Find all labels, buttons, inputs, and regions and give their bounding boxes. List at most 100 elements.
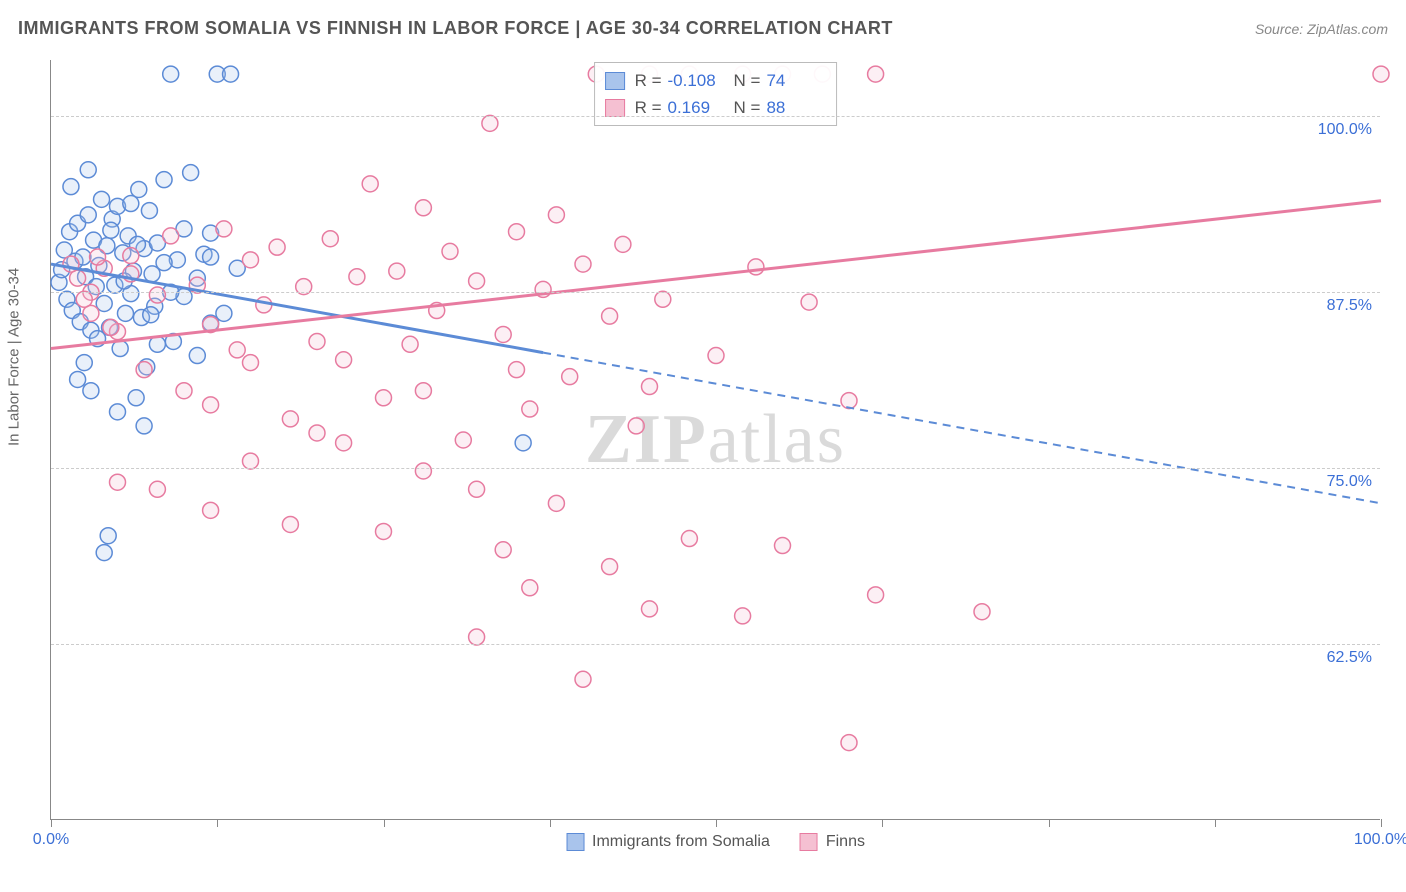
scatter-point [389, 263, 405, 279]
legend-swatch-somalia [566, 833, 584, 851]
gridline [51, 116, 1380, 117]
scatter-point [80, 162, 96, 178]
r-value-finns: 0.169 [668, 94, 728, 121]
scatter-point [149, 287, 165, 303]
scatter-point [136, 418, 152, 434]
scatter-point [76, 355, 92, 371]
n-label: N = [734, 67, 761, 94]
scatter-point [336, 435, 352, 451]
scatter-point [1373, 66, 1389, 82]
x-tick [716, 819, 717, 827]
x-tick [1381, 819, 1382, 827]
x-tick [384, 819, 385, 827]
n-label: N = [734, 94, 761, 121]
scatter-point [96, 545, 112, 561]
scatter-point [309, 333, 325, 349]
scatter-point [63, 179, 79, 195]
scatter-point [562, 369, 578, 385]
scatter-point [256, 297, 272, 313]
x-tick [1049, 819, 1050, 827]
plot-area: ZIPatlas R = -0.108 N = 74 R = 0.169 N =… [50, 60, 1380, 820]
scatter-point [110, 404, 126, 420]
trend-line [51, 201, 1381, 349]
legend-item-somalia: Immigrants from Somalia [566, 833, 770, 851]
y-axis-label: In Labor Force | Age 30-34 [6, 268, 23, 446]
scatter-point [642, 601, 658, 617]
scatter-point [103, 222, 119, 238]
scatter-point [141, 203, 157, 219]
x-tick [217, 819, 218, 827]
legend-label-somalia: Immigrants from Somalia [592, 833, 770, 851]
scatter-point [216, 305, 232, 321]
scatter-point [322, 231, 338, 247]
scatter-point [123, 248, 139, 264]
scatter-svg [51, 60, 1380, 819]
scatter-point [801, 294, 817, 310]
scatter-point [415, 200, 431, 216]
gridline [51, 644, 1380, 645]
legend-swatch-finns [800, 833, 818, 851]
scatter-point [548, 495, 564, 511]
scatter-point [575, 256, 591, 272]
x-tick-label: 0.0% [33, 831, 69, 849]
x-tick [550, 819, 551, 827]
scatter-point [203, 249, 219, 265]
y-tick-label: 100.0% [1318, 121, 1372, 139]
r-label: R = [635, 67, 662, 94]
scatter-point [522, 580, 538, 596]
scatter-point [176, 383, 192, 399]
trend-line-dashed [543, 353, 1381, 504]
scatter-point [136, 362, 152, 378]
y-tick-label: 62.5% [1327, 649, 1372, 667]
scatter-point [515, 435, 531, 451]
scatter-point [223, 66, 239, 82]
correlation-row-finns: R = 0.169 N = 88 [605, 94, 827, 121]
scatter-point [841, 393, 857, 409]
scatter-point [282, 411, 298, 427]
scatter-point [149, 481, 165, 497]
scatter-point [735, 608, 751, 624]
scatter-point [681, 531, 697, 547]
scatter-point [128, 390, 144, 406]
scatter-point [495, 326, 511, 342]
scatter-point [83, 383, 99, 399]
scatter-point [243, 355, 259, 371]
scatter-point [469, 629, 485, 645]
n-value-somalia: 74 [766, 67, 826, 94]
source-label: Source: ZipAtlas.com [1255, 21, 1388, 37]
scatter-point [156, 255, 172, 271]
bottom-legend: Immigrants from Somalia Finns [566, 833, 865, 851]
scatter-point [156, 172, 172, 188]
scatter-point [868, 587, 884, 603]
gridline [51, 468, 1380, 469]
scatter-point [123, 196, 139, 212]
scatter-point [80, 207, 96, 223]
scatter-point [509, 362, 525, 378]
scatter-point [163, 66, 179, 82]
scatter-point [70, 371, 86, 387]
scatter-point [117, 305, 133, 321]
x-tick [1215, 819, 1216, 827]
scatter-point [708, 348, 724, 364]
x-tick [882, 819, 883, 827]
scatter-point [575, 671, 591, 687]
x-tick [51, 819, 52, 827]
scatter-point [349, 269, 365, 285]
scatter-point [602, 559, 618, 575]
scatter-point [203, 502, 219, 518]
legend-item-finns: Finns [800, 833, 865, 851]
x-tick-label: 100.0% [1354, 831, 1406, 849]
y-tick-label: 75.0% [1327, 473, 1372, 491]
scatter-point [522, 401, 538, 417]
scatter-point [100, 528, 116, 544]
scatter-point [143, 307, 159, 323]
scatter-point [110, 474, 126, 490]
scatter-point [336, 352, 352, 368]
chart-container: IMMIGRANTS FROM SOMALIA VS FINNISH IN LA… [0, 0, 1406, 892]
scatter-point [602, 308, 618, 324]
scatter-point [216, 221, 232, 237]
swatch-finns [605, 99, 625, 117]
scatter-point [974, 604, 990, 620]
scatter-point [469, 273, 485, 289]
scatter-point [655, 291, 671, 307]
